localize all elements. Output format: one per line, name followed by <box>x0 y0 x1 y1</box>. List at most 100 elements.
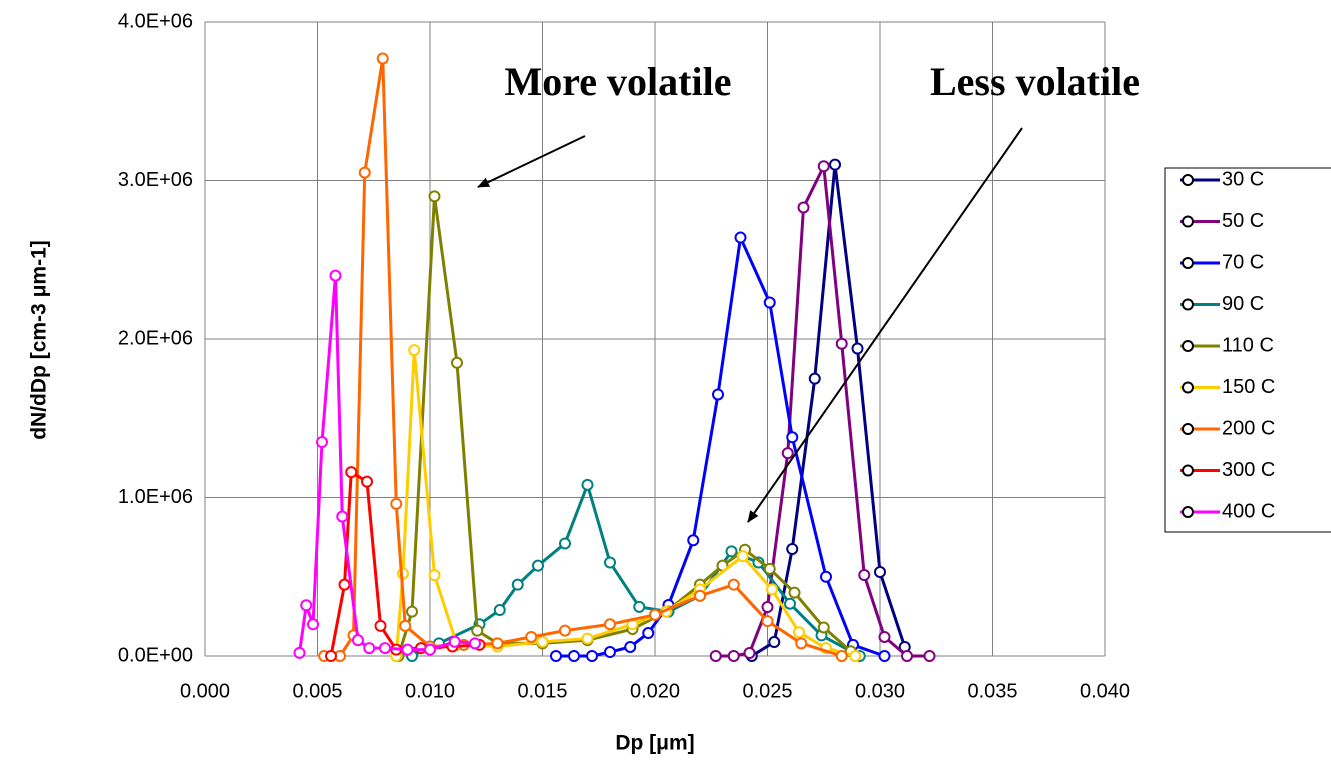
point <box>361 475 373 488</box>
point <box>428 569 441 582</box>
point <box>768 636 781 649</box>
legend-marker <box>1182 340 1194 352</box>
point <box>316 436 328 449</box>
point <box>649 608 661 621</box>
point <box>401 643 414 656</box>
x-tick-label: 0.010 <box>405 680 455 702</box>
legend-marker <box>1182 506 1194 518</box>
point <box>604 646 616 659</box>
point <box>734 231 747 244</box>
point <box>687 534 700 547</box>
legend-marker <box>1182 464 1194 477</box>
point <box>374 619 387 632</box>
x-tick-label: 0.020 <box>630 680 680 702</box>
point <box>795 637 808 650</box>
point <box>581 632 594 645</box>
point <box>532 559 544 572</box>
series-line <box>298 274 476 654</box>
y-tick-label: 0.0E+00 <box>118 644 193 666</box>
point <box>878 650 891 662</box>
point <box>923 650 936 662</box>
point <box>406 605 418 618</box>
x-tick-label: 0.005 <box>292 680 342 702</box>
legend-label: 50 C <box>1222 210 1264 232</box>
point <box>829 158 841 171</box>
point <box>835 337 848 350</box>
point <box>788 586 801 599</box>
point <box>493 604 506 617</box>
x-axis-label: Dp [μm] <box>615 732 694 755</box>
point <box>352 634 364 647</box>
point <box>559 624 571 637</box>
point <box>786 543 799 556</box>
series-line <box>556 236 885 658</box>
point <box>293 646 306 659</box>
point <box>858 569 871 582</box>
point <box>761 601 774 614</box>
point <box>624 640 637 653</box>
point <box>642 627 655 640</box>
point <box>878 630 891 643</box>
legend-marker <box>1182 298 1194 311</box>
point <box>901 650 913 662</box>
y-axis-label: dN/dDp [cm-3 μm-1] <box>28 240 51 440</box>
point <box>817 621 830 634</box>
point <box>345 466 358 479</box>
point <box>329 269 342 282</box>
y-tick-label: 4.0E+06 <box>118 10 193 32</box>
annotation: Less volatile <box>930 59 1140 104</box>
point <box>307 618 319 631</box>
legend-label: 300 C <box>1222 459 1275 481</box>
y-tick-label: 1.0E+06 <box>118 486 193 508</box>
legend-label: 150 C <box>1222 376 1275 398</box>
point <box>559 537 571 550</box>
point <box>633 600 646 613</box>
point <box>835 650 848 662</box>
legend-marker <box>1182 215 1194 228</box>
point <box>428 190 441 203</box>
point <box>820 570 832 583</box>
point <box>604 556 616 569</box>
point <box>399 619 412 632</box>
point <box>851 342 864 355</box>
point <box>390 497 403 510</box>
point <box>784 597 796 610</box>
point <box>338 578 351 591</box>
annotation: More volatile <box>505 59 732 104</box>
y-tick-label: 2.0E+06 <box>118 327 193 349</box>
point <box>363 642 376 655</box>
point <box>793 626 805 639</box>
point <box>709 650 722 662</box>
x-tick-label: 0.040 <box>1080 680 1130 702</box>
arrow <box>477 135 586 188</box>
point <box>849 650 862 662</box>
point <box>781 447 794 460</box>
point <box>451 356 463 369</box>
legend-label: 70 C <box>1222 251 1264 273</box>
x-tick-label: 0.025 <box>742 680 792 702</box>
point <box>874 565 886 578</box>
point <box>727 650 740 662</box>
legend-label: 400 C <box>1222 500 1275 522</box>
point <box>712 388 724 401</box>
point <box>817 160 830 173</box>
point <box>469 637 481 650</box>
point <box>725 545 738 558</box>
legend-marker <box>1182 257 1194 269</box>
point <box>761 615 774 628</box>
legend-label: 110 C <box>1222 334 1274 356</box>
legend-label: 90 C <box>1222 293 1264 315</box>
point <box>766 583 778 596</box>
series-line <box>715 164 930 658</box>
point <box>511 578 524 591</box>
legend-label: 30 C <box>1222 168 1264 190</box>
arrow <box>747 127 1023 523</box>
point <box>408 344 421 357</box>
x-tick-label: 0.015 <box>517 680 567 702</box>
legend-marker <box>1182 423 1194 435</box>
point <box>424 643 436 656</box>
point <box>471 624 484 637</box>
x-tick-label: 0.000 <box>180 680 230 702</box>
point <box>736 550 749 563</box>
